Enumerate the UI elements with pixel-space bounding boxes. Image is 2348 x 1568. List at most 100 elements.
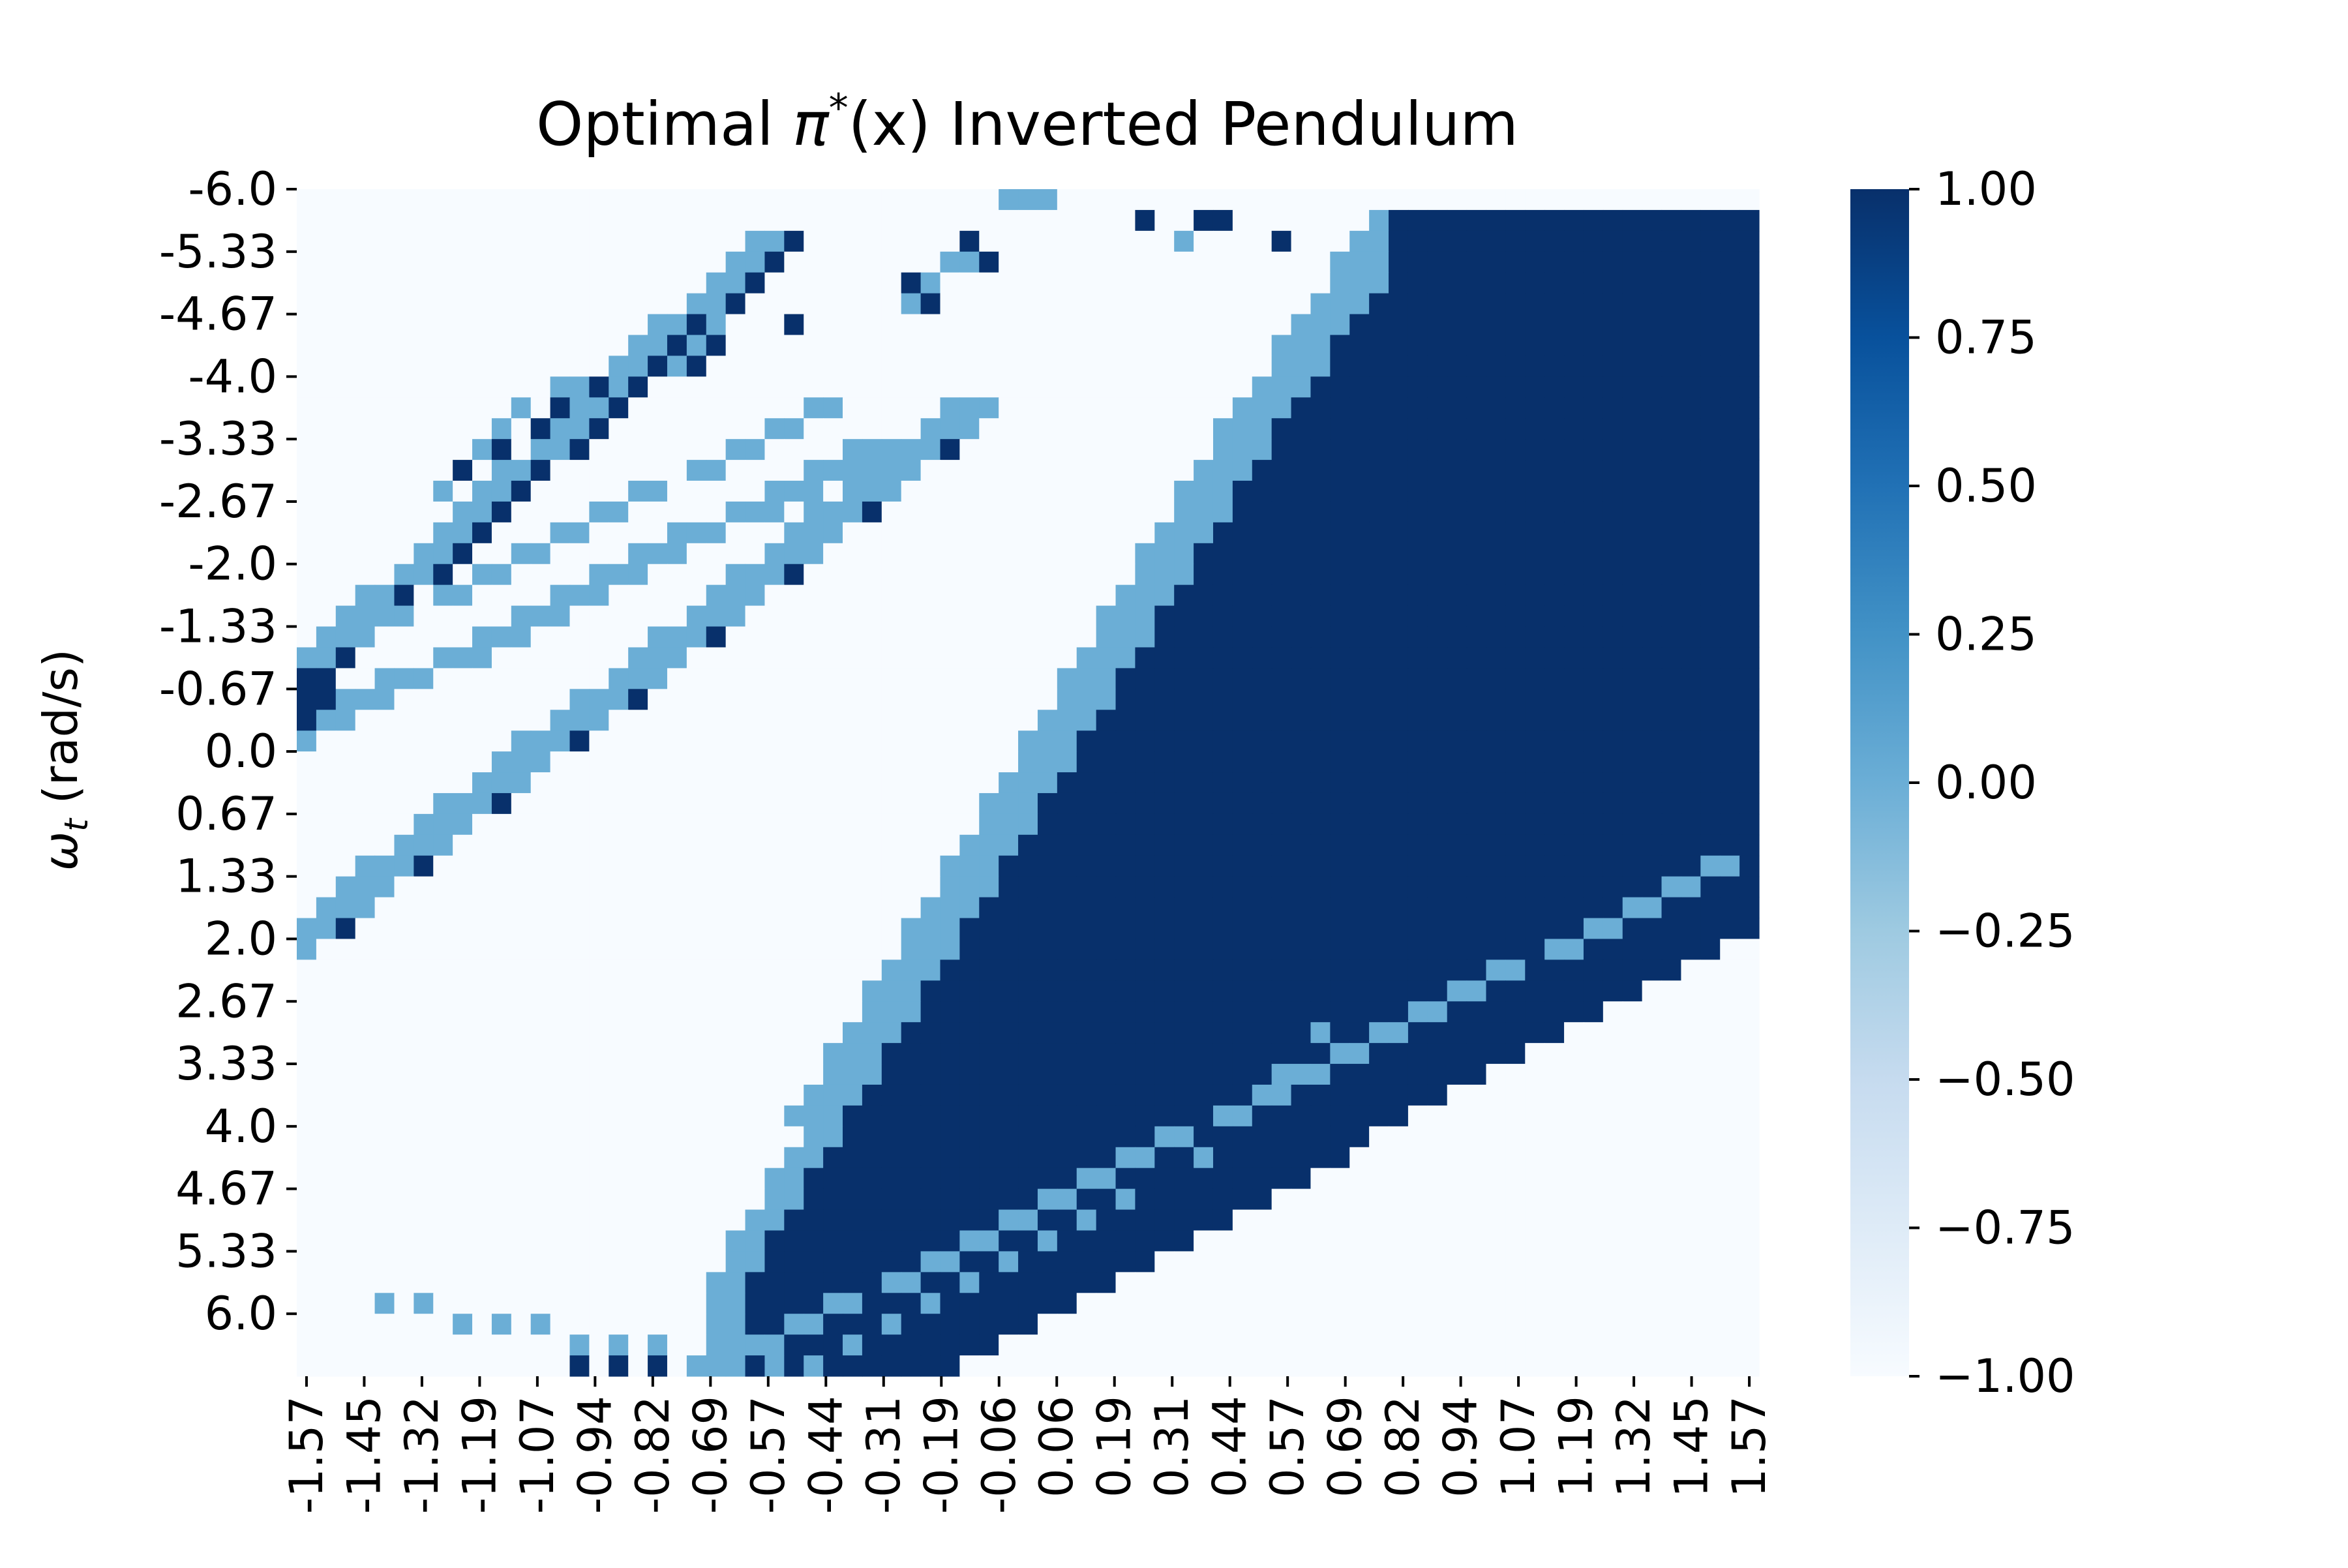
- heatmap-cell: [1427, 855, 1448, 877]
- heatmap-cell: [472, 1355, 492, 1377]
- heatmap-cell: [1076, 397, 1097, 419]
- heatmap-cell: [1135, 855, 1155, 877]
- heatmap-cell: [1212, 293, 1233, 315]
- heatmap-cell: [1720, 272, 1740, 294]
- heatmap-cell: [1681, 668, 1701, 689]
- heatmap-cell: [1389, 1230, 1409, 1252]
- heatmap-cell: [1310, 272, 1331, 294]
- heatmap-cell: [1154, 209, 1175, 232]
- heatmap-cell: [1096, 1147, 1117, 1169]
- heatmap-cell: [355, 376, 376, 398]
- heatmap-cell: [979, 293, 999, 315]
- heatmap-cell: [804, 1105, 824, 1127]
- heatmap-cell: [1700, 1209, 1721, 1231]
- heatmap-cell: [1330, 1209, 1350, 1231]
- heatmap-cell: [1115, 855, 1136, 877]
- heatmap-cell: [1583, 813, 1604, 836]
- heatmap-cell: [1622, 1001, 1643, 1023]
- heatmap-cell: [355, 481, 376, 502]
- heatmap-cell: [862, 355, 882, 377]
- heatmap-cell: [1232, 314, 1253, 336]
- heatmap-cell: [433, 564, 453, 586]
- x-tick-label: -1.07: [511, 1396, 564, 1514]
- heatmap-cell: [667, 605, 687, 627]
- heatmap-cell: [316, 481, 337, 502]
- heatmap-cell: [1232, 980, 1253, 1002]
- heatmap-cell: [1271, 689, 1292, 710]
- heatmap-cell: [686, 481, 707, 502]
- heatmap-cell: [453, 564, 473, 586]
- heatmap-cell: [511, 813, 532, 836]
- heatmap-cell: [1057, 397, 1077, 419]
- heatmap-cell: [725, 272, 746, 294]
- heatmap-cell: [628, 647, 648, 669]
- heatmap-cell: [745, 959, 766, 981]
- heatmap-cell: [1135, 772, 1155, 794]
- heatmap-cell: [1622, 980, 1643, 1002]
- heatmap-cell: [394, 626, 414, 648]
- heatmap-cell: [1174, 1043, 1194, 1064]
- heatmap-cell: [1505, 1064, 1526, 1085]
- heatmap-cell: [959, 1188, 980, 1211]
- heatmap-cell: [433, 959, 453, 981]
- heatmap-cell: [843, 1001, 863, 1023]
- heatmap-cell: [1720, 751, 1740, 773]
- heatmap-cell: [1661, 1043, 1682, 1064]
- heatmap-cell: [1427, 335, 1448, 357]
- heatmap-cell: [1700, 522, 1721, 544]
- heatmap-cell: [491, 1209, 512, 1231]
- heatmap-cell: [1486, 376, 1506, 398]
- heatmap-cell: [1135, 460, 1155, 481]
- heatmap-cell: [1330, 1230, 1350, 1252]
- heatmap-cell: [569, 418, 590, 440]
- heatmap-cell: [725, 689, 746, 710]
- heatmap-cell: [979, 1064, 999, 1085]
- heatmap-cell: [1486, 813, 1506, 836]
- heatmap-cell: [1037, 939, 1058, 960]
- heatmap-cell: [1505, 1188, 1526, 1211]
- heatmap-cell: [764, 1084, 785, 1106]
- heatmap-cell: [1291, 605, 1312, 627]
- heatmap-cell: [1681, 522, 1701, 544]
- heatmap-cell: [1407, 335, 1428, 357]
- heatmap-cell: [725, 751, 746, 773]
- heatmap-cell: [297, 355, 317, 377]
- heatmap-cell: [1564, 293, 1584, 315]
- y-tick-label: -1.33: [159, 600, 277, 654]
- heatmap-cell: [1330, 314, 1350, 336]
- heatmap-cell: [628, 939, 648, 960]
- heatmap-cell: [979, 1188, 999, 1211]
- heatmap-cell: [550, 209, 571, 232]
- heatmap-cell: [569, 397, 590, 419]
- heatmap-cell: [1603, 522, 1623, 544]
- heatmap-cell: [1057, 834, 1077, 856]
- heatmap-cell: [1505, 897, 1526, 919]
- heatmap-cell: [1076, 355, 1097, 377]
- heatmap-cell: [1057, 251, 1077, 273]
- heatmap-cell: [453, 1168, 473, 1190]
- heatmap-cell: [335, 355, 356, 377]
- heatmap-cell: [823, 543, 843, 565]
- heatmap-cell: [686, 918, 707, 940]
- heatmap-cell: [1271, 460, 1292, 481]
- heatmap-cell: [297, 710, 317, 731]
- heatmap-cell: [901, 834, 922, 856]
- heatmap-cell: [1720, 481, 1740, 502]
- heatmap-cell: [979, 876, 999, 898]
- heatmap-cell: [569, 710, 590, 731]
- heatmap-cell: [1505, 376, 1526, 398]
- heatmap-cell: [511, 772, 532, 794]
- colorbar-tick-label: −0.75: [1935, 1201, 2075, 1255]
- heatmap-cell: [725, 209, 746, 232]
- heatmap-cell: [1603, 1209, 1623, 1231]
- heatmap-cell: [530, 959, 551, 981]
- heatmap-cell: [667, 209, 687, 232]
- heatmap-cell: [1232, 1126, 1253, 1148]
- heatmap-cell: [1622, 668, 1643, 689]
- heatmap-cell: [1096, 564, 1117, 586]
- heatmap-cell: [901, 813, 922, 836]
- heatmap-cell: [1037, 293, 1058, 315]
- heatmap-cell: [1407, 564, 1428, 586]
- heatmap-cell: [1096, 897, 1117, 919]
- heatmap-cell: [335, 439, 356, 460]
